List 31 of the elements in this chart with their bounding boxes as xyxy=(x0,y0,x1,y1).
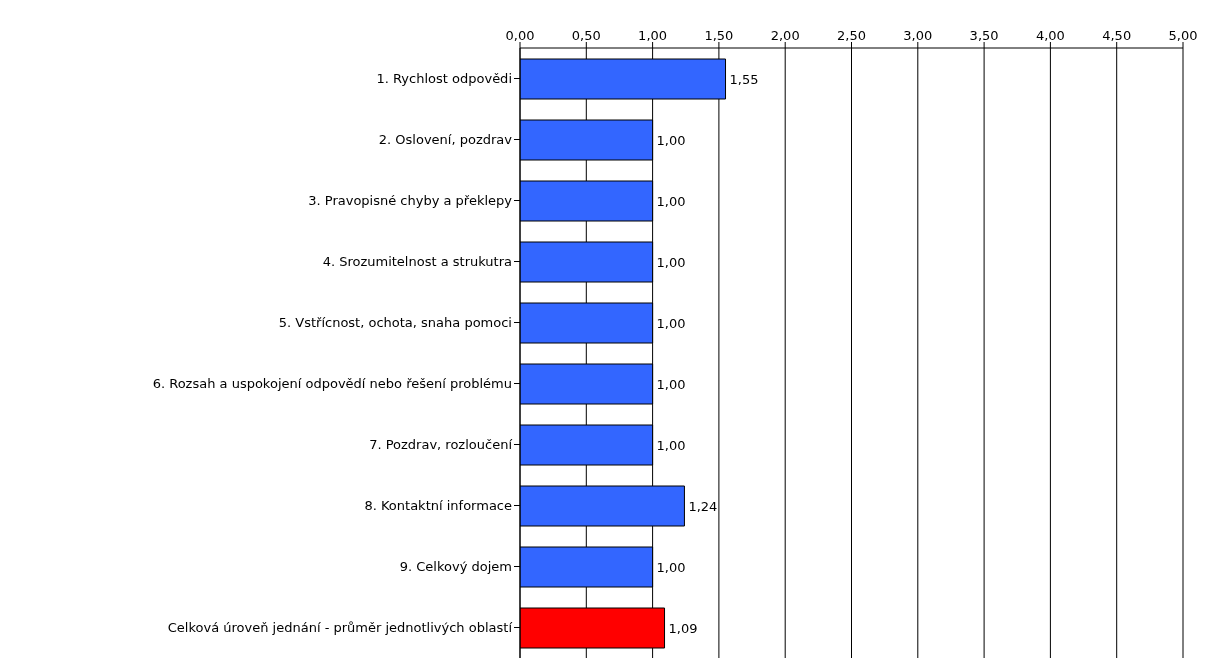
y-tick-label: 5. Vstřícnost, ochota, snaha pomoci xyxy=(278,315,512,331)
data-label: 1,00 xyxy=(656,132,686,148)
y-tick-label: 2. Oslovení, pozdrav xyxy=(378,132,513,148)
y-tick-label: 8. Kontaktní informace xyxy=(364,498,512,514)
y-tick-label: 3. Pravopisné chyby a překlepy xyxy=(308,193,513,209)
data-label: 1,00 xyxy=(656,376,686,392)
y-tick-label: 4. Srozumitelnost a strukutra xyxy=(322,254,512,270)
y-tick-label: 1. Rychlost odpovědi xyxy=(376,71,512,87)
x-tick-label: 3,50 xyxy=(969,28,999,43)
x-tick-label: 4,50 xyxy=(1102,28,1132,43)
y-tick-label: 6. Rozsah a uspokojení odpovědí nebo řešení problému xyxy=(152,376,512,392)
x-tick-label: 2,00 xyxy=(770,28,800,43)
x-tick-label: 0,50 xyxy=(571,28,601,43)
y-tick-label: Celková úroveň jednání - průměr jednotlivých oblastí xyxy=(167,620,513,636)
data-label: 1,00 xyxy=(656,254,686,270)
data-label: 1,09 xyxy=(668,620,698,636)
y-tick-label: 7. Pozdrav, rozloučení xyxy=(369,437,513,453)
x-tick-label: 2,50 xyxy=(837,28,866,43)
x-tick-label: 4,00 xyxy=(1035,28,1065,43)
data-label: 1,00 xyxy=(656,193,686,209)
x-tick-label: 3,00 xyxy=(903,28,933,43)
data-label: 1,00 xyxy=(656,559,686,575)
x-tick-label: 1,50 xyxy=(704,28,734,43)
x-tick-label: 1,00 xyxy=(638,28,668,43)
data-label: 1,55 xyxy=(729,71,759,87)
data-label: 1,00 xyxy=(656,437,686,453)
data-label: 1,00 xyxy=(656,315,686,331)
y-tick-label: 9. Celkový dojem xyxy=(399,559,512,575)
x-tick-label: 0,00 xyxy=(505,28,535,43)
data-label: 1,24 xyxy=(688,498,718,514)
x-tick-label: 5,00 xyxy=(1168,28,1198,43)
